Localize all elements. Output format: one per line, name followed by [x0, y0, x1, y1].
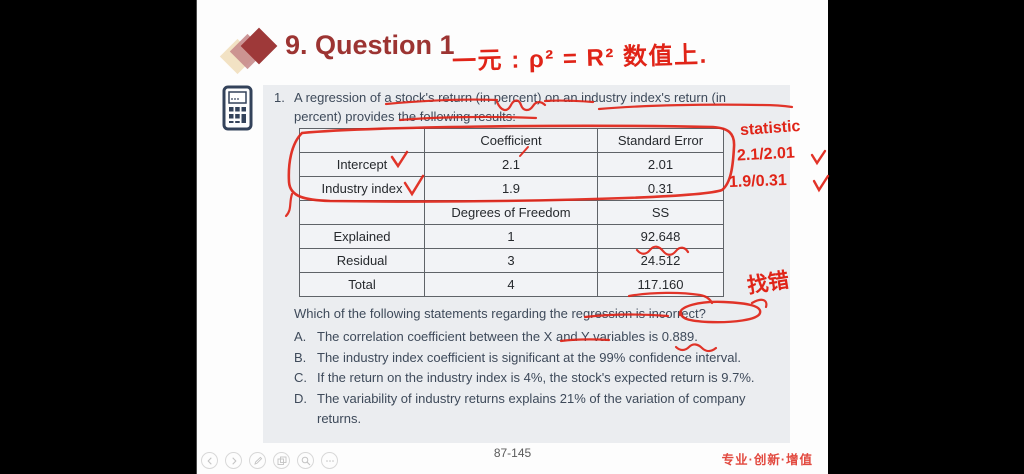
brand-slogan: 专业·创新·增值 — [721, 453, 813, 467]
table-cell: 4 — [424, 272, 598, 297]
question-text-line2: percent) provides the following results: — [294, 109, 516, 124]
table-row: Total 4 117.160 — [299, 272, 724, 297]
regression-results-table: Coefficient Standard Error Intercept 2.1… — [299, 128, 724, 297]
option-text: The industry index coefficient is signif… — [317, 349, 741, 365]
handwritten-formula: 一元 : ρ² = R² 数值上. — [451, 41, 709, 76]
table-row: Explained 1 92.648 — [299, 224, 724, 249]
table-cell: Total — [299, 272, 425, 297]
option-text: The variability of industry returns expl… — [317, 390, 746, 427]
page-number: 87-145 — [493, 446, 532, 460]
option-d: D. The variability of industry returns e… — [294, 389, 791, 430]
question-number: 1. — [274, 90, 285, 105]
more-options-button[interactable] — [321, 452, 338, 469]
table-cell: 2.1 — [424, 152, 598, 177]
option-text: The correlation coefficient between the … — [317, 329, 698, 344]
table-cell: 24.512 — [597, 248, 724, 273]
table-cell: 92.648 — [597, 224, 724, 249]
table-header-cell: Coefficient — [424, 128, 598, 153]
option-label: C. — [294, 370, 307, 386]
pen-tool-button[interactable] — [249, 452, 266, 469]
table-cell: Residual — [299, 248, 425, 273]
table-cell: Explained — [299, 224, 425, 249]
table-header-cell: Standard Error — [597, 128, 724, 153]
answer-options: A. The correlation coefficient between t… — [294, 327, 791, 430]
question-text-line1: A regression of a stock's return (in per… — [294, 90, 727, 105]
option-label: A. — [294, 329, 307, 344]
table-cell: 1 — [424, 224, 598, 249]
previous-slide-button[interactable] — [201, 452, 218, 469]
slide-title: 9. Question 1 — [285, 30, 455, 60]
table-cell: 2.01 — [597, 152, 724, 177]
table-cell: 0.31 — [597, 176, 724, 201]
table-header-row: Coefficient Standard Error — [299, 128, 724, 153]
table-cell: 3 — [424, 248, 598, 273]
handwritten-statistic-line2: 1.9/0.31 — [728, 171, 788, 192]
question-panel: 1. A regression of a stock's return (in … — [263, 85, 790, 443]
table-row: Residual 3 24.512 — [299, 248, 724, 273]
zoom-slide-button[interactable] — [297, 452, 314, 469]
slideshow-controls — [201, 452, 338, 469]
table-row: Industry index 1.9 0.31 — [299, 176, 724, 201]
see-all-slides-button[interactable] — [273, 452, 290, 469]
option-b: B. The industry index coefficient is sig… — [294, 348, 791, 369]
question-stem: Which of the following statements regard… — [294, 306, 706, 321]
table-header-cell — [299, 200, 425, 225]
table-cell: Industry index — [299, 176, 425, 201]
table-header-cell — [299, 128, 425, 153]
option-label: D. — [294, 390, 307, 406]
option-label: B. — [294, 349, 307, 365]
next-slide-button[interactable] — [225, 452, 242, 469]
table-cell: 117.160 — [597, 272, 724, 297]
option-a: A. The correlation coefficient between t… — [294, 327, 791, 348]
table-header-row: Degrees of Freedom SS — [299, 200, 724, 225]
handwritten-statistic-line1: 2.1/2.01 — [736, 144, 796, 165]
table-header-cell: SS — [597, 200, 724, 225]
table-header-cell: Degrees of Freedom — [424, 200, 598, 225]
table-cell: 1.9 — [424, 176, 598, 201]
table-row: Intercept 2.1 2.01 — [299, 152, 724, 177]
option-text: If the return on the industry index is 4… — [317, 370, 755, 386]
option-c: C. If the return on the industry index i… — [294, 368, 791, 389]
table-cell: Intercept — [299, 152, 425, 177]
calculator-icon — [222, 85, 253, 136]
